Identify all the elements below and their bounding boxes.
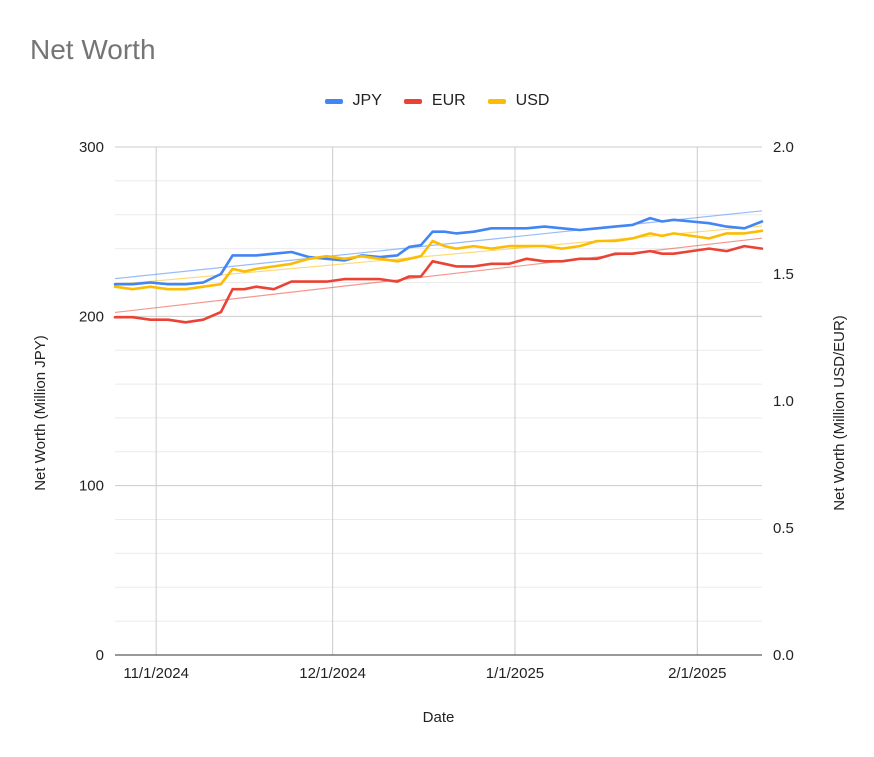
grid-layer <box>115 146 762 656</box>
series-line-jpy <box>113 216 764 286</box>
y-left-tick-label: 200 <box>79 308 104 325</box>
y-axis-right-title: Net Worth (Million USD/EUR) <box>831 315 848 511</box>
tick-label-layer: 11/1/2024 12/1/2024 1/1/2025 2/1/2025 0 100 20… <box>79 139 794 682</box>
trendline-usd <box>114 225 763 286</box>
y-right-tick-label: 2.0 <box>773 139 794 156</box>
legend-item-usd[interactable]: USD <box>487 92 550 110</box>
x-tick-label: 11/1/2024 <box>123 665 189 682</box>
legend-item-eur[interactable]: EUR <box>403 92 466 110</box>
legend-label-usd: USD <box>515 92 550 109</box>
y-left-tick-label: 100 <box>79 478 104 495</box>
legend-swatch-eur <box>403 98 422 104</box>
y-axis-left-title: Net Worth (Million JPY) <box>32 335 49 491</box>
y-left-tick-label: 300 <box>79 139 104 156</box>
x-tick-label: 2/1/2025 <box>668 665 726 682</box>
legend-label-jpy: JPY <box>352 92 382 109</box>
series-layer <box>113 216 764 324</box>
y-left-tick-label: 0 <box>96 647 104 664</box>
y-right-tick-label: 1.5 <box>773 266 794 283</box>
y-right-tick-label: 1.0 <box>773 393 794 410</box>
legend-swatch-jpy <box>324 98 343 104</box>
x-axis-title: Date <box>423 709 455 726</box>
series-line-eur <box>113 244 764 324</box>
legend: JPY EUR USD <box>0 92 874 110</box>
legend-item-jpy[interactable]: JPY <box>324 92 382 110</box>
trendline-eur <box>114 237 763 314</box>
x-tick-label: 12/1/2024 <box>299 665 366 682</box>
series-line-usd <box>113 229 764 291</box>
x-tick-label: 1/1/2025 <box>486 665 544 682</box>
y-right-tick-label: 0.0 <box>773 647 794 664</box>
chart-title: Net Worth <box>30 34 156 65</box>
y-right-tick-label: 0.5 <box>773 520 794 537</box>
legend-label-eur: EUR <box>431 92 466 109</box>
legend-swatch-usd <box>487 98 506 104</box>
